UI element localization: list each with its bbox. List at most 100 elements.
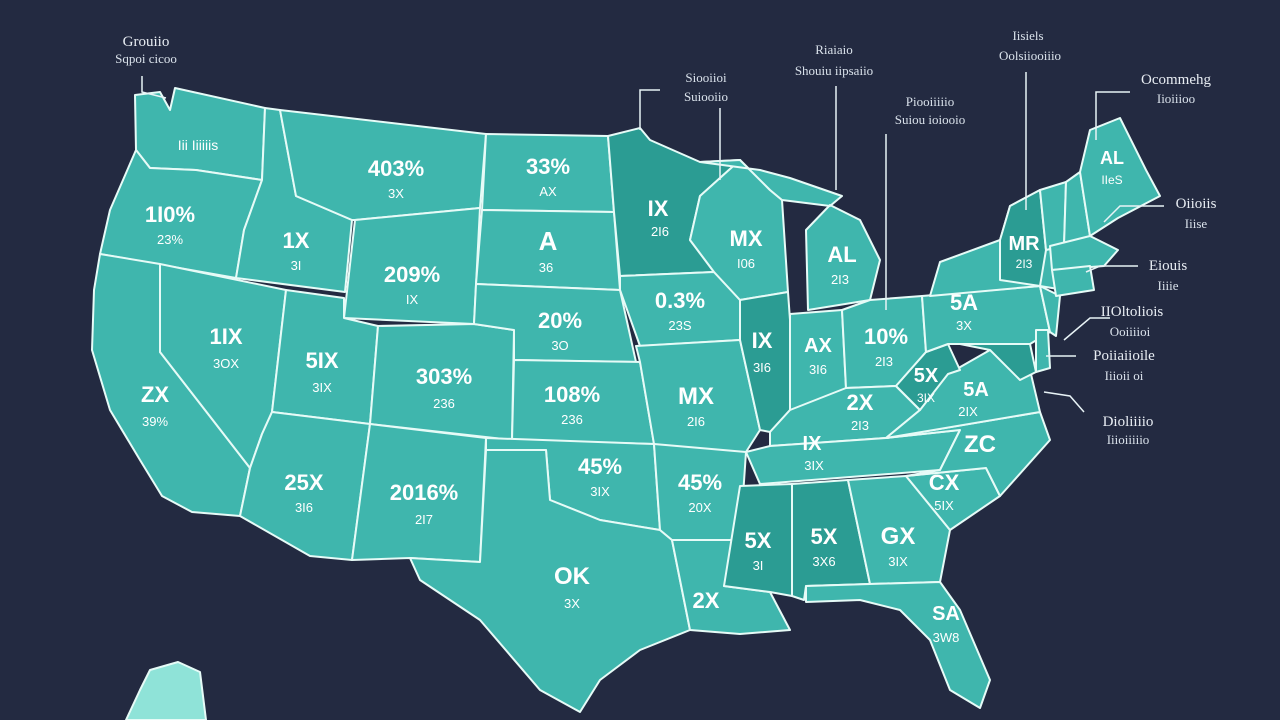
label-ky-main: 2X [847, 390, 874, 415]
label-ut-sub: 3IX [312, 380, 332, 395]
label-wi-main: MX [730, 226, 763, 251]
label-oh-sub: 2I3 [875, 354, 893, 369]
label-mn-main: IX [648, 196, 669, 221]
callout-ny-sub: Oolsiiooiiio [999, 48, 1061, 63]
callout-vt-sub: Iiise [1185, 216, 1208, 231]
label-ny-sub: 2I3 [1016, 257, 1033, 271]
label-ga-sub: 3IX [888, 554, 908, 569]
label-la-main: 2X [693, 588, 720, 613]
label-tx-sub: 3X [564, 596, 580, 611]
label-ky-sub: 2I3 [851, 418, 869, 433]
label-ga-main: GX [881, 523, 916, 550]
state-wa[interactable] [134, 87, 266, 181]
label-ms-sub: 3I [753, 558, 764, 573]
state-nj[interactable] [1039, 285, 1061, 337]
label-co-sub: 236 [433, 396, 455, 411]
label-nm-sub: 2I7 [415, 512, 433, 527]
label-fl-sub: 3W8 [933, 630, 960, 645]
label-pa-main: 5A [950, 290, 978, 315]
label-wv-sub: 3IX [917, 391, 935, 405]
label-wy-main: 209% [384, 262, 440, 287]
label-tx-main: OK [554, 563, 591, 590]
label-wi-sub: I06 [737, 256, 755, 271]
label-al-sub: 3X6 [812, 554, 835, 569]
state-fl[interactable] [805, 581, 991, 709]
callout-vt-title: Oiioiis [1176, 196, 1217, 212]
label-mn-sub: 2I6 [651, 224, 669, 239]
state-mi[interactable] [699, 159, 881, 311]
label-mt-sub: 3X [388, 186, 404, 201]
label-tn-main: IX [803, 433, 823, 455]
callout-wa-sub: Sqpoi cicoo [115, 51, 177, 66]
label-sd-main: A [539, 226, 558, 256]
callout-de-sub: Iiioii oi [1105, 368, 1144, 383]
label-va-main: 5A [963, 379, 989, 401]
label-co-main: 303% [416, 364, 472, 389]
label-mt-main: 403% [368, 156, 424, 181]
label-wy-sub: IX [406, 292, 419, 307]
callout-leaders [141, 72, 1164, 413]
state-ga[interactable] [847, 475, 951, 585]
label-mo-main: MX [678, 383, 714, 410]
label-ny-main: MR [1008, 233, 1040, 255]
label-mi-sub: 2I3 [831, 272, 849, 287]
callouts: Grouiio Sqpoi cicoo Siooiioi Suiooiio Ri… [115, 28, 1216, 447]
state-ma[interactable] [1049, 235, 1119, 271]
label-az-main: 25X [284, 470, 323, 495]
callout-nj-sub: Ooiiiioi [1110, 324, 1151, 339]
state-md[interactable] [959, 343, 1037, 381]
label-ar-sub: 20X [688, 500, 711, 515]
callout-wa-title: Grouiio [123, 34, 170, 50]
state-me[interactable] [1079, 117, 1161, 237]
callout-mn-title: Siooiioi [685, 70, 727, 85]
callout-ma-title: Eiouis [1149, 258, 1187, 274]
label-ok-sub: 3IX [590, 484, 610, 499]
label-nv-main: 1IX [209, 324, 242, 349]
label-fl-main: SA [932, 603, 960, 625]
label-id-main: 1X [283, 228, 310, 253]
callout-de-title: Poiiaiioile [1093, 348, 1155, 364]
label-ok-main: 45% [578, 454, 622, 479]
state-ct[interactable] [1051, 265, 1095, 297]
state-ms[interactable] [723, 483, 793, 597]
callout-ny-title: Iisiels [1012, 28, 1043, 43]
label-in-sub: 3I6 [809, 362, 827, 377]
label-ne-sub: 3O [551, 338, 568, 353]
state-ak[interactable] [125, 661, 207, 720]
label-ut-main: 5IX [305, 348, 338, 373]
label-ms-main: 5X [745, 528, 772, 553]
callout-wi-sub: Shouiu iipsaiio [795, 63, 873, 78]
label-sc-main: CX [929, 470, 960, 495]
callout-md-sub: Iiioiiiiio [1107, 432, 1150, 447]
state-tx[interactable] [409, 449, 691, 713]
label-az-sub: 3I6 [295, 500, 313, 515]
label-pa-sub: 3X [956, 318, 972, 333]
callout-mi-sub: Suiou ioiooio [895, 112, 965, 127]
label-ne-main: 20% [538, 308, 582, 333]
callout-me-title: Ocommehg [1141, 72, 1211, 88]
label-wa-sub: Iii Iiiiiis [178, 137, 218, 153]
label-nd-sub: AX [539, 184, 557, 199]
label-il-sub: 3I6 [753, 360, 771, 375]
callout-md-title: Dioliiiio [1103, 414, 1154, 430]
label-ca-main: ZX [141, 382, 169, 407]
label-va-sub: 2IX [958, 404, 978, 419]
callout-wi-title: Riaiaio [815, 42, 853, 57]
state-nc[interactable] [885, 411, 1051, 497]
label-nc-main: ZC [964, 431, 996, 458]
label-me-sub: IIeS [1101, 173, 1122, 187]
label-il-main: IX [752, 328, 773, 353]
label-mo-sub: 2I6 [687, 414, 705, 429]
label-or-sub: 23% [157, 232, 183, 247]
label-sc-sub: 5IX [934, 498, 954, 513]
label-me-main: AL [1100, 148, 1124, 168]
callout-mn-sub: Suiooiio [684, 89, 728, 104]
label-id-sub: 3I [291, 258, 302, 273]
callout-mi-title: Piooiiiiio [906, 94, 954, 109]
label-in-main: AX [804, 335, 832, 357]
callout-ma-sub: Iiiie [1158, 278, 1179, 293]
state-de[interactable] [1035, 329, 1051, 373]
label-ia-sub: 23S [668, 318, 691, 333]
